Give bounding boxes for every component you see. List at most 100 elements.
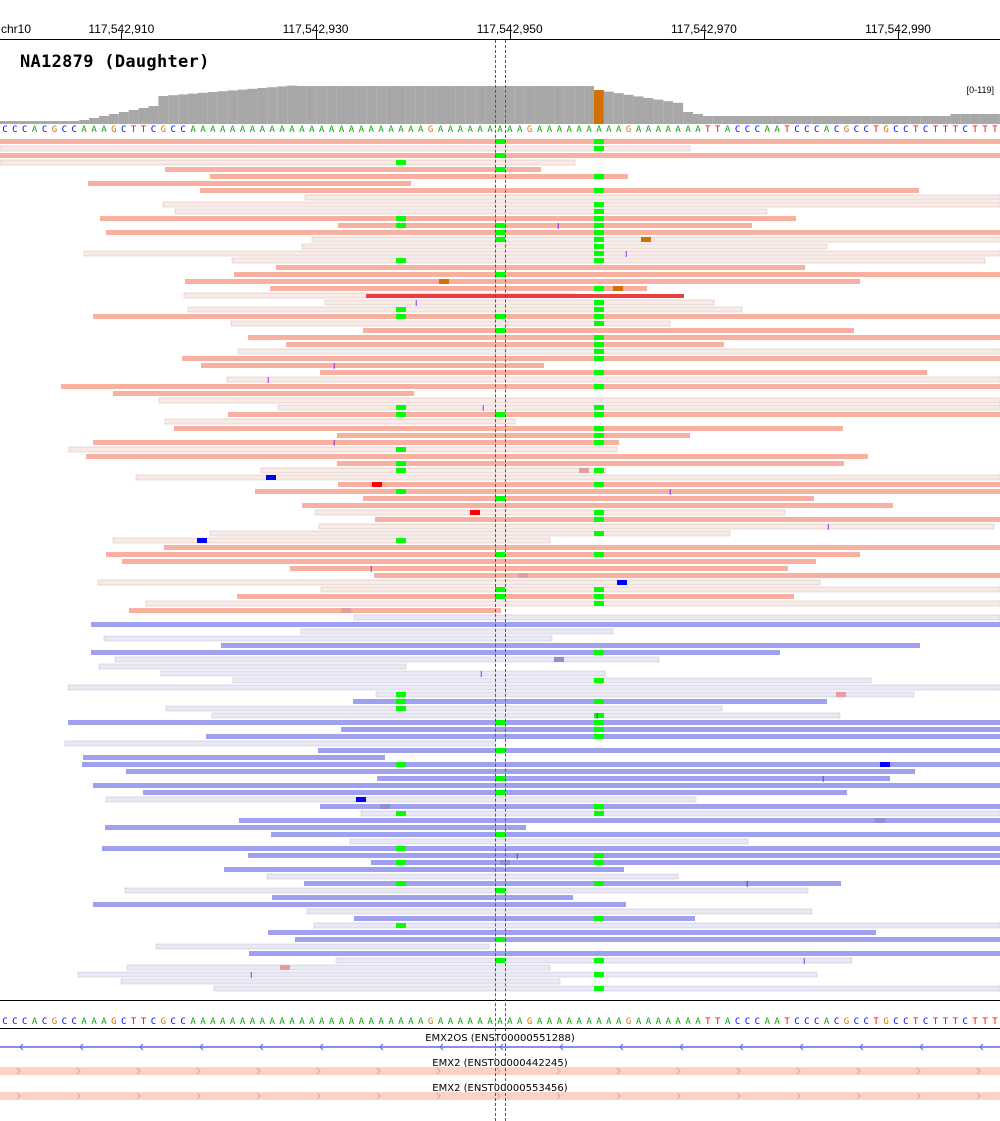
coverage-bar [990,114,1000,124]
alignment-read [83,250,1000,257]
reference-base: A [556,1017,563,1027]
ruler-tick-mark [510,32,511,40]
insertion-marker: I [415,299,417,308]
coverage-bar [693,114,703,124]
strand-arrow [976,1067,981,1075]
mismatch-base [495,496,505,501]
alignment-read [103,635,553,642]
alignment-read [97,579,821,586]
mismatch-base [495,748,505,753]
alignment-read [201,363,544,368]
alignment-read [314,509,786,516]
mismatch-base [396,706,406,711]
mismatch-base [594,517,604,522]
mismatch-base [495,552,505,557]
gene-label-emx2-553456[interactable]: EMX2 (ENST00000553456) [432,1083,568,1094]
alignment-read [0,145,691,152]
coverage-bar [207,92,218,124]
strand-arrow [319,1043,324,1051]
reference-base: A [635,1017,642,1027]
strand-arrow [316,1092,321,1100]
mismatch-base [594,552,604,557]
coverage-range-label: [0-119] [966,85,994,95]
mismatch-base [594,860,604,865]
reference-base: C [804,125,810,135]
coverage-bar [306,86,317,124]
alignment-read [174,208,768,215]
alignment-read [266,873,679,880]
alignment-read [165,167,541,172]
mismatch-base [495,958,505,963]
insertion-marker: I [822,775,824,784]
coverage-bar [99,116,109,124]
reference-base: A [655,125,662,135]
alignment-reads-panel[interactable]: I I I I I I I I I I I I I I I I I [0,138,1000,998]
mismatch-base [495,888,505,893]
mismatch-base [280,965,290,970]
coverage-bar [900,116,911,124]
mismatch-base [594,713,604,718]
coverage-bar [415,86,426,124]
alignment-read [91,650,780,655]
reference-base: C [22,125,28,135]
coverage-bar [980,114,990,124]
alignment-read [232,677,872,684]
coverage-bar [386,86,396,124]
alignment-read [360,810,1000,817]
reference-base: C [71,125,77,135]
mismatch-base [396,412,406,417]
reference-base: T [942,1017,949,1027]
coverage-bar [762,116,773,124]
reference-base: C [754,125,761,135]
gene-label-emx2-442245[interactable]: EMX2 (ENST00000442245) [432,1058,568,1069]
gene-label-emx2os[interactable]: EMX2OS (ENST00000551288) [425,1033,575,1044]
gene-annotation-track[interactable] [0,1036,1000,1106]
reference-base: C [41,1017,48,1027]
reference-base: C [814,1017,820,1027]
strand-arrow [676,1067,681,1075]
reference-base: G [843,125,850,135]
alignment-read [93,902,626,907]
strand-arrow [256,1092,261,1100]
coverage-bar [782,116,792,124]
mismatch-base [396,468,406,473]
ruler-baseline [0,39,1000,40]
mismatch-base [594,650,604,655]
reference-base: A [447,1017,454,1027]
strand-arrow [676,1092,681,1100]
genomic-ruler[interactable]: chr10 117,542,910 117,542,930 117,542,950 1… [0,0,1000,40]
ruler-tick-mark [898,32,899,40]
reference-base: A [239,1017,246,1027]
reference-base: T [715,1017,721,1027]
alignment-read [374,573,1000,578]
alignment-read [61,384,1000,389]
strand-arrow [256,1067,261,1075]
mismatch-base [613,286,623,291]
mismatch-base [594,482,604,487]
mismatch-base [594,370,604,375]
reference-base: T [873,1017,879,1027]
coverage-track[interactable] [0,80,1000,126]
reference-base: A [645,125,652,135]
coverage-bar [247,88,258,124]
coverage-bar [346,86,357,124]
ruler-tick-label: 117,542,970 [670,22,737,36]
alignment-read [237,594,794,599]
alignment-read [320,586,1000,593]
alignment-read [353,699,827,704]
reference-base: A [556,125,563,135]
alignment-read [276,265,805,270]
coverage-bar [940,116,951,124]
alignment-read [353,614,1000,621]
ruler-tick-label: 117,542,990 [865,22,931,36]
mismatch-base [594,321,604,326]
coverage-bar [158,96,169,124]
coverage-bar [475,86,486,124]
mismatch-base [594,916,604,921]
reference-base: A [695,125,701,135]
mismatch-base [594,139,604,144]
mismatch-base [594,811,604,816]
reference-base: A [596,125,602,135]
mismatch-base [396,160,406,165]
